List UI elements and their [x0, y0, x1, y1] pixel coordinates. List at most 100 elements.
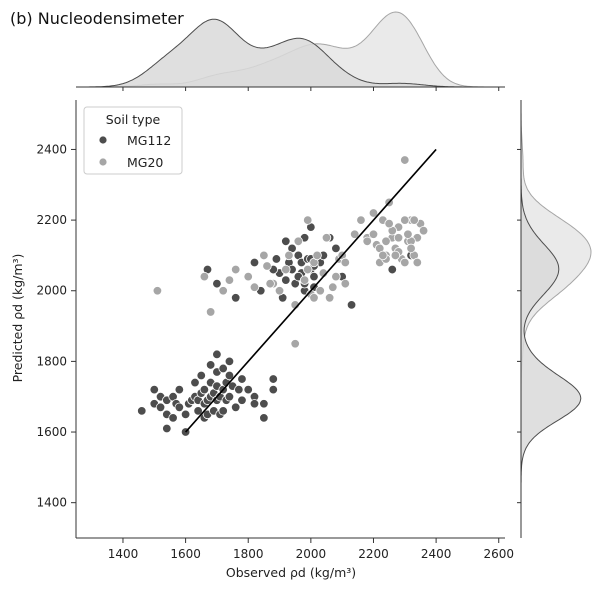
point-mg20	[362, 236, 372, 246]
point-mg20	[290, 339, 300, 349]
y-tick-label: 2400	[36, 142, 67, 156]
legend-label-mg20: MG20	[127, 155, 163, 170]
y-tick-label: 1600	[36, 425, 67, 439]
point-mg112	[137, 406, 147, 416]
point-mg112	[193, 406, 203, 416]
point-mg112	[162, 423, 172, 434]
point-mg112	[387, 264, 397, 275]
legend-title: Soil type	[106, 112, 161, 127]
point-mg112	[224, 370, 235, 381]
point-mg20	[406, 243, 416, 254]
y-tick-label: 2000	[36, 284, 67, 298]
point-mg20	[303, 264, 313, 275]
point-mg112	[231, 402, 241, 413]
x-tick-label: 2200	[358, 547, 389, 561]
y-axis-title: Predicted ρd (kg/m³)	[10, 254, 25, 383]
y-ticks: 1400 1600 1800 2000 2200 2400	[36, 142, 76, 510]
point-mg20	[299, 275, 310, 285]
point-mg112	[224, 356, 235, 367]
x-tick-label: 2000	[296, 547, 327, 561]
point-mg20	[224, 275, 235, 285]
point-mg112	[331, 243, 341, 254]
point-mg20	[152, 286, 163, 296]
point-mg112	[268, 384, 278, 395]
point-mg112	[174, 384, 185, 395]
chart-title: (b) Nucleodensimeter	[10, 9, 184, 28]
point-mg20	[231, 264, 241, 275]
point-mg20	[340, 278, 350, 289]
point-mg20	[199, 271, 210, 282]
x-ticks: 1400 1600 1800 2000 2200 2400 2600	[108, 538, 514, 561]
point-mg112	[190, 377, 200, 388]
point-mg20	[368, 229, 379, 239]
point-mg20	[328, 282, 338, 292]
point-mg112	[346, 300, 357, 310]
point-mg20	[412, 257, 423, 268]
right-marginal-kde	[517, 100, 592, 538]
point-mg20	[340, 257, 350, 268]
point-mg20	[249, 282, 260, 292]
point-mg20	[259, 250, 269, 261]
x-axis-title: Observed ρd (kg/m³)	[226, 565, 356, 580]
point-mg112	[212, 349, 222, 360]
point-mg20	[381, 236, 391, 246]
point-mg20	[331, 271, 341, 282]
point-mg20	[400, 257, 410, 268]
point-mg20	[393, 233, 404, 243]
point-mg20	[243, 271, 253, 282]
point-mg20	[409, 215, 419, 225]
point-mg112	[243, 384, 253, 395]
point-mg112	[199, 384, 210, 395]
point-mg112	[218, 406, 228, 416]
legend-label-mg112: MG112	[127, 133, 171, 148]
point-mg20	[356, 215, 366, 225]
point-mg112	[259, 399, 269, 409]
point-mg112	[231, 293, 241, 303]
point-mg112	[237, 395, 247, 405]
point-mg112	[212, 278, 222, 289]
point-mg20	[403, 229, 413, 239]
point-mg112	[268, 374, 278, 384]
point-mg112	[234, 384, 244, 395]
point-mg112	[249, 399, 260, 409]
x-tick-label: 1600	[170, 547, 201, 561]
point-mg20	[315, 286, 325, 296]
top-marginal-kde	[76, 11, 505, 91]
point-mg112	[180, 409, 191, 420]
right-kde-mg20	[520, 100, 592, 538]
point-mg112	[259, 413, 269, 423]
point-mg112	[155, 402, 166, 413]
point-mg20	[321, 233, 332, 243]
point-mg20	[309, 293, 319, 303]
legend-marker-mg20	[98, 157, 108, 167]
legend: Soil type MG112 MG20	[83, 106, 183, 175]
y-tick-label: 2200	[36, 213, 67, 227]
point-mg20	[218, 286, 228, 296]
point-mg112	[168, 413, 178, 423]
point-mg20	[384, 218, 394, 229]
legend-marker-mg112	[98, 135, 108, 145]
point-mg112	[249, 257, 260, 268]
main-axes	[75, 100, 505, 539]
point-mg112	[237, 374, 247, 384]
point-mg112	[281, 236, 291, 246]
point-mg20	[368, 208, 379, 218]
point-mg20	[400, 215, 410, 225]
top-kde-mg112	[76, 18, 505, 88]
legend-frame	[83, 106, 183, 175]
x-tick-label: 2400	[421, 547, 452, 561]
fit-line	[184, 148, 437, 433]
point-mg20	[400, 155, 410, 165]
x-tick-label: 2600	[483, 547, 514, 561]
point-mg20	[390, 250, 401, 261]
point-mg112	[174, 402, 185, 413]
scatter-points	[137, 155, 429, 437]
y-tick-label: 1400	[36, 496, 67, 510]
point-mg20	[262, 261, 272, 271]
fit-line-layer	[184, 148, 437, 433]
point-mg112	[205, 360, 216, 370]
point-mg112	[218, 363, 228, 374]
point-mg112	[281, 275, 291, 285]
